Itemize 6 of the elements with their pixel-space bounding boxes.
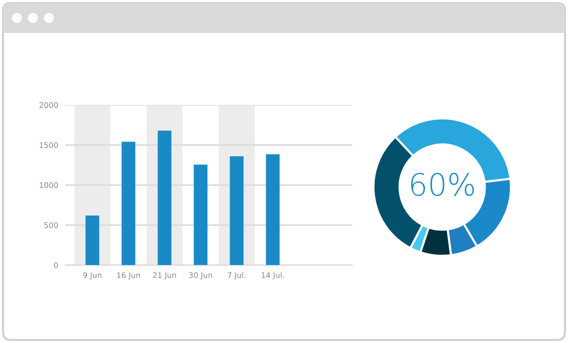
bar (122, 142, 136, 266)
bar (86, 215, 100, 266)
bar (266, 154, 280, 266)
bar (230, 156, 244, 266)
bar (194, 164, 208, 266)
text: 60% (411, 172, 474, 196)
